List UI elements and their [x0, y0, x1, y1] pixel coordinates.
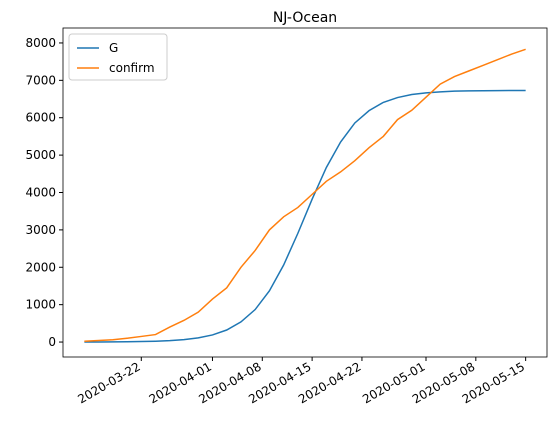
y-tick-label: 1000	[25, 298, 56, 312]
x-tick-label: 2020-03-22	[75, 359, 142, 406]
y-tick-label: 8000	[25, 36, 56, 50]
legend-label: G	[109, 41, 118, 55]
line-series	[84, 48, 526, 343]
y-tick-label: 3000	[25, 223, 56, 237]
line-series	[84, 89, 526, 343]
y-tick-label: 6000	[25, 111, 56, 125]
y-tick-label: 4000	[25, 186, 56, 200]
y-tick-label: 7000	[25, 73, 56, 87]
y-tick-label: 5000	[25, 148, 56, 162]
chart-title: NJ-Ocean	[273, 10, 337, 26]
y-tick-label: 2000	[25, 260, 56, 274]
y-tick-label: 0	[48, 335, 56, 349]
legend-label: confirm	[109, 61, 155, 75]
